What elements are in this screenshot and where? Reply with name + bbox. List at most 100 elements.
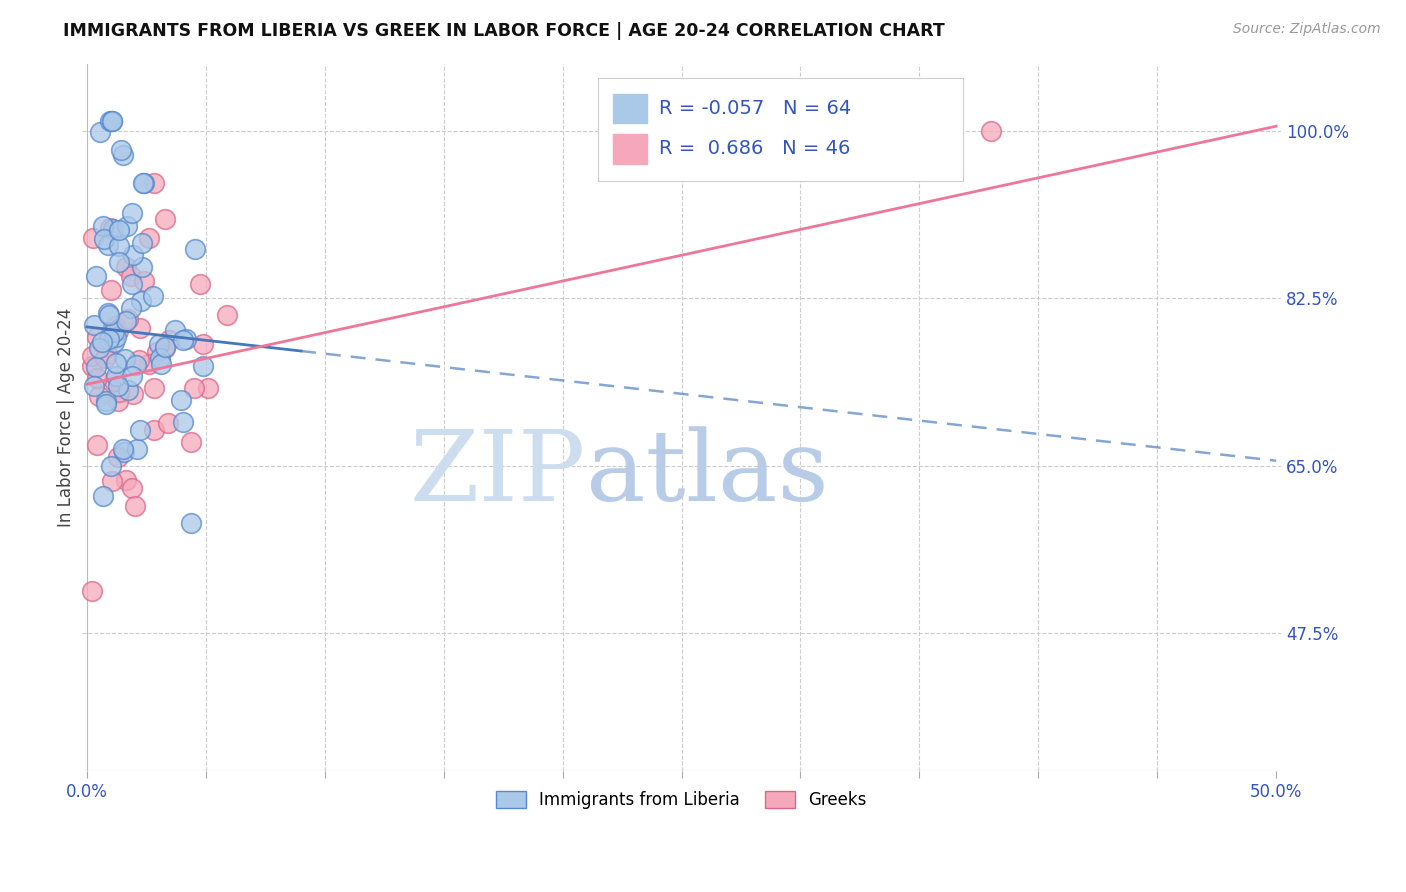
Point <box>131 260 153 275</box>
Point <box>94 397 117 411</box>
Point <box>172 333 194 347</box>
Point <box>980 124 1002 138</box>
Point <box>110 143 132 157</box>
Point <box>98 114 121 128</box>
Point <box>115 474 138 488</box>
Point <box>148 336 170 351</box>
Point <box>86 371 108 385</box>
Point <box>117 383 139 397</box>
Point <box>103 334 125 349</box>
Point <box>91 335 114 350</box>
Point <box>128 321 150 335</box>
Point <box>125 358 148 372</box>
Point <box>143 176 166 190</box>
Point <box>191 359 214 373</box>
Point <box>97 306 120 320</box>
Point <box>82 359 104 374</box>
Point <box>107 324 129 338</box>
Point <box>98 221 121 235</box>
Point <box>105 330 128 344</box>
Text: IMMIGRANTS FROM LIBERIA VS GREEK IN LABOR FORCE | AGE 20-24 CORRELATION CHART: IMMIGRANTS FROM LIBERIA VS GREEK IN LABO… <box>63 22 945 40</box>
Point <box>132 176 155 190</box>
Point <box>143 382 166 396</box>
Point <box>120 301 142 315</box>
Point <box>107 394 129 409</box>
Point <box>172 415 194 429</box>
Text: atlas: atlas <box>586 426 828 522</box>
Point <box>108 255 131 269</box>
Point <box>188 277 211 291</box>
Point <box>84 268 107 283</box>
Text: R =  0.686   N = 46: R = 0.686 N = 46 <box>659 139 851 159</box>
Point <box>157 416 180 430</box>
Point <box>100 459 122 474</box>
Point <box>197 381 219 395</box>
Point <box>115 260 138 275</box>
Point <box>103 325 125 339</box>
Point <box>149 351 172 365</box>
Point <box>149 357 172 371</box>
Point <box>94 393 117 408</box>
Point <box>170 392 193 407</box>
Point <box>100 114 122 128</box>
Point <box>89 125 111 139</box>
Point <box>153 341 176 355</box>
Point <box>101 474 124 488</box>
Point <box>111 442 134 457</box>
Point <box>153 212 176 227</box>
Point <box>128 353 150 368</box>
Point <box>97 332 120 346</box>
Point <box>193 337 215 351</box>
Point <box>146 345 169 359</box>
Point <box>83 318 105 332</box>
Point <box>180 516 202 530</box>
Point <box>108 223 131 237</box>
Point <box>180 435 202 450</box>
Point <box>121 386 143 401</box>
Point <box>112 445 135 459</box>
Point <box>80 349 103 363</box>
Y-axis label: In Labor Force | Age 20-24: In Labor Force | Age 20-24 <box>58 308 75 527</box>
Point <box>215 309 238 323</box>
Point <box>108 384 131 399</box>
Point <box>83 379 105 393</box>
Point <box>96 347 118 361</box>
Point <box>183 381 205 395</box>
Point <box>101 114 124 128</box>
Point <box>121 481 143 495</box>
Point <box>132 176 155 190</box>
Point <box>107 450 129 464</box>
FancyBboxPatch shape <box>598 78 963 181</box>
Point <box>120 269 142 284</box>
Point <box>122 248 145 262</box>
Point <box>153 340 176 354</box>
Point <box>115 219 138 233</box>
Point <box>80 583 103 598</box>
Point <box>163 323 186 337</box>
Point <box>98 308 121 322</box>
Point <box>184 242 207 256</box>
Point <box>124 500 146 514</box>
Point <box>111 148 134 162</box>
Point <box>87 341 110 355</box>
Point <box>94 351 117 366</box>
Point <box>87 389 110 403</box>
Point <box>82 231 104 245</box>
Point <box>93 232 115 246</box>
Point <box>91 489 114 503</box>
Point <box>117 312 139 326</box>
Point <box>127 442 149 457</box>
Point <box>107 379 129 393</box>
Point <box>142 423 165 437</box>
Point <box>105 368 128 383</box>
Point <box>91 219 114 234</box>
Bar <box>613 134 647 164</box>
Point <box>129 293 152 308</box>
Point <box>121 206 143 220</box>
Point <box>108 239 131 253</box>
Text: Source: ZipAtlas.com: Source: ZipAtlas.com <box>1233 22 1381 37</box>
Point <box>100 283 122 297</box>
Text: R = -0.057   N = 64: R = -0.057 N = 64 <box>659 99 851 118</box>
Point <box>138 231 160 245</box>
Point <box>114 352 136 367</box>
